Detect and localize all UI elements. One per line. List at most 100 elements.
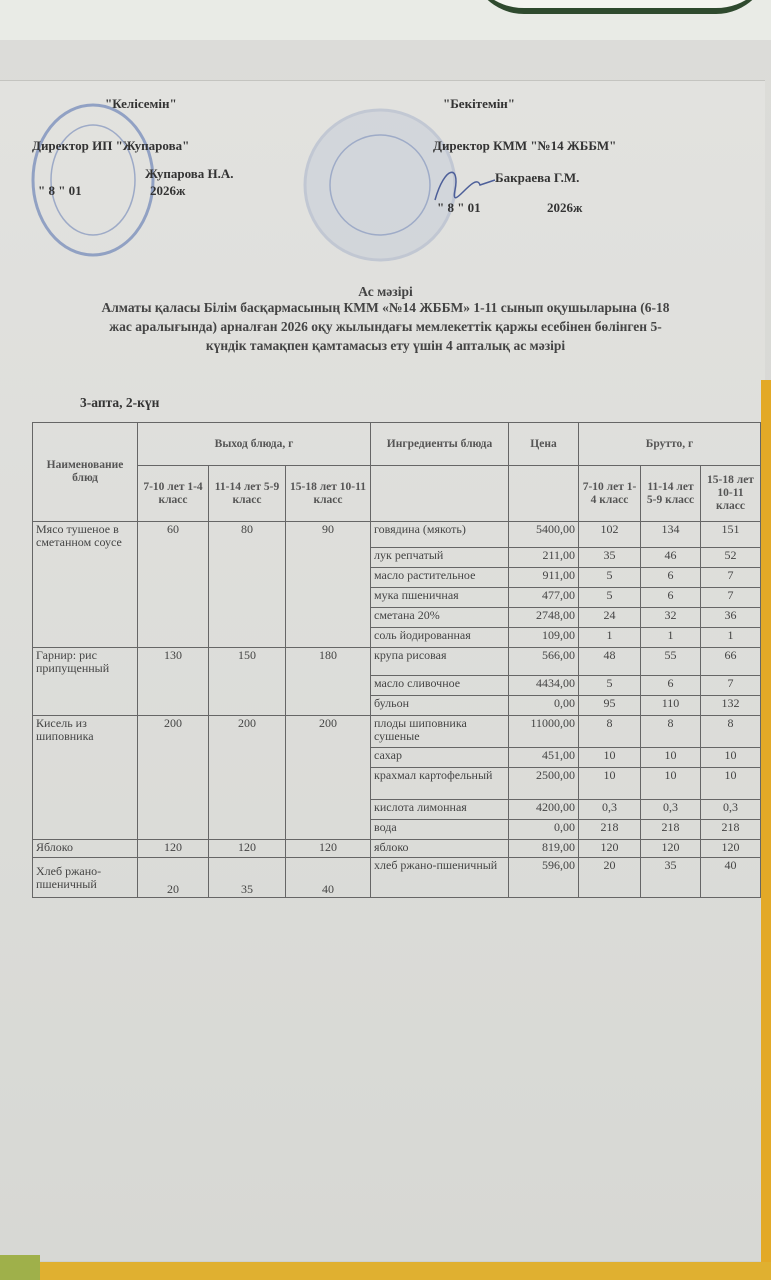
right-approval-signer: Бакраева Г.М. — [495, 170, 580, 185]
ingredient-brutto: 1 — [578, 627, 641, 648]
ingredient-name: мука пшеничная — [370, 587, 509, 608]
ingredient-price: 211,00 — [508, 547, 579, 568]
header-brutto: Брутто, г — [578, 422, 761, 466]
ingredient-brutto: 10 — [578, 767, 641, 800]
menu-subtitle-line2: жас аралығында) арналған 2026 оқу жылынд… — [109, 319, 662, 334]
ingredient-brutto: 8 — [578, 715, 641, 748]
dish-name: Хлеб ржано-пшеничный — [32, 857, 138, 898]
ingredient-brutto: 5 — [578, 567, 641, 588]
ingredient-name: масло сливочное — [370, 675, 509, 696]
ingredient-brutto: 6 — [640, 567, 701, 588]
ingredient-price: 596,00 — [508, 857, 579, 898]
table-row: вода 0,00 218 218 218 — [33, 819, 761, 840]
ingredient-brutto: 10 — [640, 747, 701, 768]
dish-yield: 130 — [137, 647, 209, 716]
frame-edge — [761, 380, 771, 1280]
ingredient-brutto: 1 — [640, 627, 701, 648]
left-approval-heading: "Келісемін" — [105, 96, 177, 111]
ingredient-name: крахмал картофельный — [370, 767, 509, 800]
ingredient-brutto: 95 — [578, 695, 641, 716]
header-ingredients: Ингредиенты блюда — [370, 422, 509, 466]
dish-yield: 200 — [285, 715, 371, 840]
dish-yield: 60 — [137, 521, 209, 648]
table-row: Яблоко 120 120 120 яблоко 819,00 120 120 120 — [32, 839, 761, 858]
ingredient-brutto: 151 — [700, 521, 761, 548]
table-row: соль йодированная 109,00 1 1 1 — [33, 627, 761, 648]
ingredient-name: сахар — [370, 747, 509, 768]
menu-table: Наименование блюд Выход блюда, г Ингредиен… — [32, 422, 761, 898]
menu-subtitle-line1: Алматы қаласы Білім басқармасының КММ «№… — [101, 300, 670, 315]
ingredient-price: 2748,00 — [508, 607, 579, 628]
menu-title: Ас мәзірі — [358, 284, 413, 299]
ingredient-name: кислота лимонная — [370, 799, 509, 820]
background-object — [470, 0, 770, 14]
ingredient-price: 2500,00 — [508, 767, 579, 800]
ingredient-brutto: 52 — [700, 547, 761, 568]
table-row: Гарнир: рис припущенный 130 150 180 крупа ри… — [32, 647, 761, 716]
dish-yield: 35 — [208, 857, 286, 898]
ingredient-brutto: 32 — [640, 607, 701, 628]
left-approval-signer: Жупарова Н.А. — [145, 166, 234, 181]
dish-yield: 120 — [208, 839, 286, 858]
dish-yield: 120 — [285, 839, 371, 858]
ingredient-name: яблоко — [370, 839, 509, 858]
frame-corner — [0, 1255, 40, 1280]
ingredient-price: 0,00 — [508, 819, 579, 840]
week-day-label: 3-апта, 2-күн — [80, 395, 160, 410]
dish-name: Гарнир: рис припущенный — [32, 647, 138, 716]
ingredient-price: 4434,00 — [508, 675, 579, 696]
dish-yield: 200 — [208, 715, 286, 840]
dish-name: Кисель из шиповника — [32, 715, 138, 840]
right-approval-position: Директор КММ "№14 ЖББМ" — [433, 138, 617, 153]
ingredient-price: 109,00 — [508, 627, 579, 648]
ingredient-brutto: 132 — [700, 695, 761, 716]
ingredient-price: 911,00 — [508, 567, 579, 588]
ingredient-price: 0,00 — [508, 695, 579, 716]
ingredient-price: 5400,00 — [508, 521, 579, 548]
ingredient-brutto: 8 — [700, 715, 761, 748]
right-approval-heading: "Бекітемін" — [443, 96, 516, 111]
table-row: Хлеб ржано-пшеничный 20 35 40 хлеб ржано-пше… — [32, 857, 761, 898]
left-approval-date: " 8 " 01 — [38, 183, 82, 198]
ingredient-brutto: 20 — [578, 857, 641, 898]
ingredient-name: крупа рисовая — [370, 647, 509, 676]
ingredient-brutto: 36 — [700, 607, 761, 628]
ingredient-price: 566,00 — [508, 647, 579, 676]
ingredient-name: плоды шиповника сушеные — [370, 715, 509, 748]
table-row: Мясо тушеное в сметанном соусе 60 80 90 говя… — [32, 521, 761, 648]
ingredient-brutto: 134 — [640, 521, 701, 548]
ingredient-name: говядина (мякоть) — [370, 521, 509, 548]
ingredient-brutto: 35 — [640, 857, 701, 898]
header-row-age-groups: 7-10 лет 1-4 класс 11-14 лет 5-9 класс 15-… — [33, 465, 761, 522]
ingredient-brutto: 218 — [640, 819, 701, 840]
header-brutto-age-group: 7-10 лет 1-4 класс — [578, 465, 641, 522]
stamp-right — [303, 108, 457, 262]
table-row: мука пшеничная 477,00 5 6 7 — [33, 587, 761, 608]
ingredient-brutto: 218 — [578, 819, 641, 840]
menu-subtitle-line3: күндік тамақпен қамтамасыз ету үшін 4 ап… — [205, 338, 566, 353]
table-row: Кисель из шиповника 200 200 200 плоды шиповн… — [32, 715, 761, 840]
ingredient-brutto: 40 — [700, 857, 761, 898]
ingredient-brutto: 7 — [700, 587, 761, 608]
ingredient-name: сметана 20% — [370, 607, 509, 628]
ingredient-brutto: 5 — [578, 587, 641, 608]
ingredient-name: соль йодированная — [370, 627, 509, 648]
ingredient-brutto: 6 — [640, 587, 701, 608]
stamp-left — [31, 103, 155, 257]
header-dish-name: Наименование блюд — [32, 422, 138, 522]
ingredient-brutto: 10 — [578, 747, 641, 768]
header-yield-age-group: 11-14 лет 5-9 класс — [208, 465, 286, 522]
ingredient-brutto: 66 — [700, 647, 761, 676]
dish-yield: 150 — [208, 647, 286, 716]
header-empty — [370, 465, 509, 522]
dish-yield: 90 — [285, 521, 371, 648]
ingredient-brutto: 7 — [700, 675, 761, 696]
dish-name: Мясо тушеное в сметанном соусе — [32, 521, 138, 648]
table-row: кислота лимонная 4200,00 0,3 0,3 0,3 — [33, 799, 761, 820]
ingredient-brutto: 110 — [640, 695, 701, 716]
ingredient-brutto: 1 — [700, 627, 761, 648]
ingredient-brutto: 10 — [700, 767, 761, 800]
dish-yield: 120 — [137, 839, 209, 858]
ingredient-brutto: 102 — [578, 521, 641, 548]
header-yield-age-group: 7-10 лет 1-4 класс — [137, 465, 209, 522]
